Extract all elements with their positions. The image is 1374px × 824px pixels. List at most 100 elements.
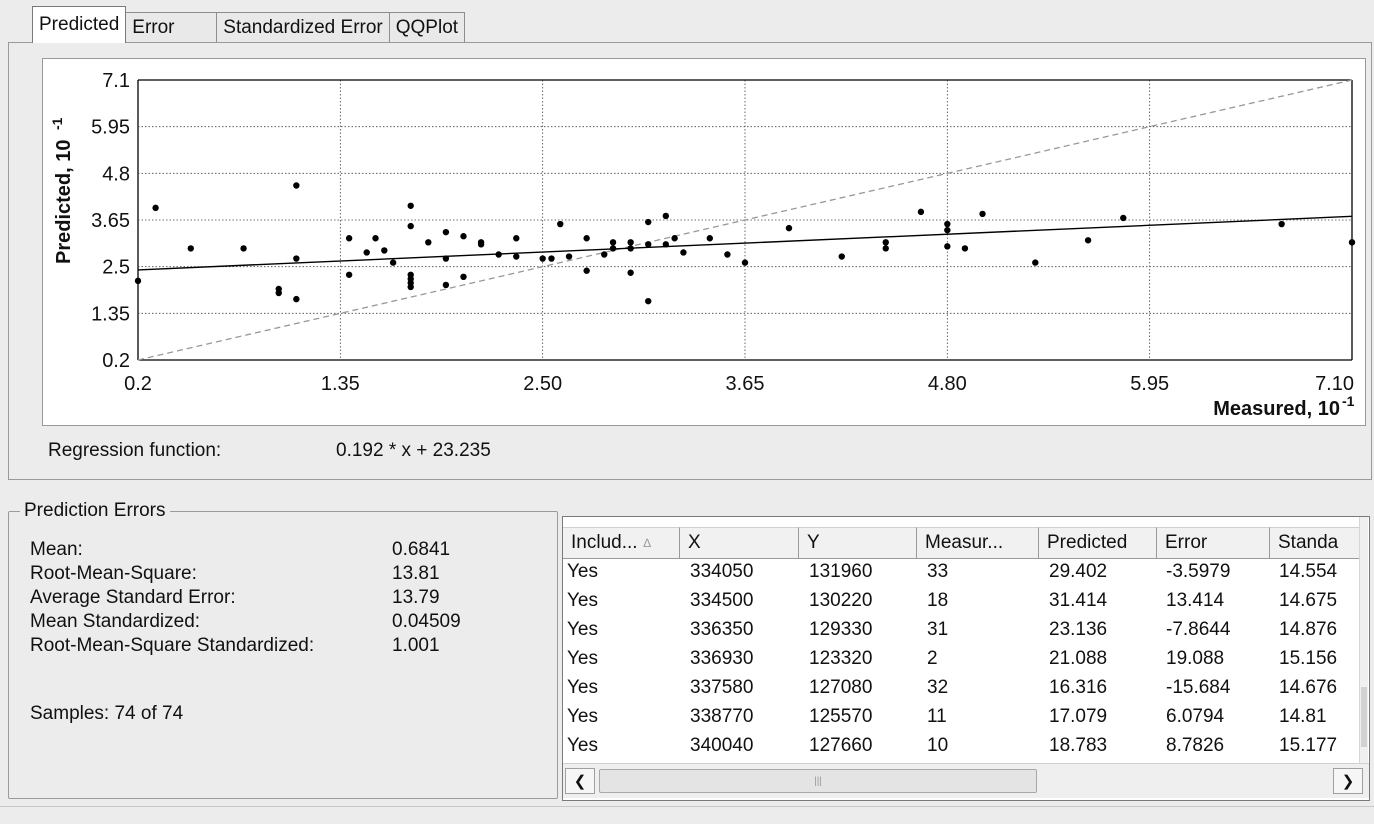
data-point bbox=[425, 239, 432, 246]
data-point bbox=[785, 224, 793, 232]
data-point bbox=[345, 235, 353, 242]
data-point bbox=[460, 273, 467, 281]
table-cell: 125570 bbox=[809, 706, 873, 727]
data-point bbox=[442, 228, 450, 236]
table-cell: 19.088 bbox=[1166, 648, 1225, 669]
stat-label-avg-std-error: Average Standard Error: bbox=[30, 587, 236, 608]
data-point bbox=[293, 182, 300, 189]
plot-area bbox=[42, 58, 1366, 426]
data-point bbox=[460, 233, 467, 240]
data-point bbox=[187, 245, 194, 252]
data-point bbox=[513, 253, 520, 260]
data-point bbox=[407, 283, 414, 291]
table-cell: 10 bbox=[927, 735, 949, 756]
tab-standardized-error[interactable]: Standardized Error bbox=[216, 12, 390, 43]
data-point bbox=[442, 281, 450, 289]
tab-predicted[interactable]: Predicted bbox=[32, 6, 127, 43]
column-header-x[interactable]: X bbox=[680, 527, 799, 559]
x-axis-title: Measured, 10 bbox=[1213, 398, 1340, 420]
x-tick-label: 5.95 bbox=[1130, 373, 1169, 395]
data-point bbox=[645, 241, 652, 248]
data-point bbox=[724, 251, 731, 258]
table-cell: 129330 bbox=[809, 619, 873, 640]
chevron-left-icon[interactable]: ❮ bbox=[565, 768, 595, 794]
data-point bbox=[979, 210, 986, 218]
data-point bbox=[609, 239, 617, 246]
data-point bbox=[557, 220, 564, 228]
data-point bbox=[917, 208, 925, 216]
vertical-scrollbar[interactable] bbox=[1359, 517, 1368, 763]
data-point bbox=[134, 277, 142, 285]
column-header-predicted[interactable]: Predicted bbox=[1039, 527, 1157, 559]
column-header-included[interactable]: Includ... ∆ bbox=[563, 527, 680, 559]
data-point bbox=[645, 218, 652, 226]
data-point bbox=[407, 202, 414, 209]
data-point bbox=[645, 297, 652, 305]
horizontal-scroll-thumb[interactable]: ||| bbox=[599, 769, 1037, 793]
table-cell: -15.684 bbox=[1166, 677, 1231, 698]
tab-error[interactable]: Error bbox=[125, 12, 218, 43]
table-cell: 14.81 bbox=[1279, 706, 1327, 727]
data-table[interactable]: Includ... ∆ X Y Measur... Predicted Error… bbox=[562, 516, 1370, 801]
table-cell: Yes bbox=[567, 735, 598, 756]
data-point bbox=[372, 235, 379, 242]
chevron-right-icon[interactable]: ❯ bbox=[1333, 768, 1363, 794]
table-cell: Yes bbox=[567, 677, 598, 698]
y-axis-title: Predicted, 10 bbox=[53, 139, 75, 264]
column-header-error[interactable]: Error bbox=[1157, 527, 1270, 559]
stat-value-mean-standardized: 0.04509 bbox=[392, 611, 461, 632]
table-cell: 13.414 bbox=[1166, 590, 1225, 611]
x-tick-label: 1.35 bbox=[321, 373, 360, 395]
stat-label-rms: Root-Mean-Square: bbox=[30, 563, 197, 584]
stat-label-rms-standardized: Root-Mean-Square Standardized: bbox=[30, 635, 315, 656]
data-point bbox=[293, 295, 300, 303]
regression-line bbox=[137, 215, 1353, 271]
reference-line bbox=[137, 79, 1353, 361]
table-cell: -7.8644 bbox=[1166, 619, 1231, 640]
horizontal-scrollbar[interactable]: ❮ ||| ❯ bbox=[563, 763, 1369, 798]
table-cell: 17.079 bbox=[1049, 706, 1108, 727]
data-point bbox=[944, 243, 951, 250]
column-header-y[interactable]: Y bbox=[799, 527, 917, 559]
table-cell: 33 bbox=[927, 561, 949, 582]
stat-value-rms: 13.81 bbox=[392, 563, 440, 584]
y-tick-label: 0.2 bbox=[102, 350, 130, 372]
column-header-standard[interactable]: Standa bbox=[1270, 527, 1362, 559]
data-point bbox=[442, 255, 450, 262]
tab-qqplot[interactable]: QQPlot bbox=[388, 12, 466, 43]
y-axis-title-exponent: -1 bbox=[49, 117, 65, 130]
data-point bbox=[662, 212, 670, 220]
x-tick-label: 0.2 bbox=[124, 373, 152, 395]
stat-label-mean-standardized: Mean Standardized: bbox=[30, 611, 201, 632]
column-header-measured[interactable]: Measur... bbox=[917, 527, 1039, 559]
table-cell: 334050 bbox=[690, 561, 754, 582]
table-cell: 21.088 bbox=[1049, 648, 1108, 669]
data-point bbox=[838, 253, 845, 260]
x-axis-title-exponent: -1 bbox=[1342, 393, 1355, 409]
regression-value: 0.192 * x + 23.235 bbox=[336, 440, 491, 461]
table-cell: 18.783 bbox=[1049, 735, 1108, 756]
table-cell: 31 bbox=[927, 619, 949, 640]
data-point bbox=[240, 245, 247, 252]
table-cell: 338770 bbox=[690, 706, 754, 727]
data-point bbox=[882, 245, 889, 252]
x-tick-label: 3.65 bbox=[726, 373, 765, 395]
table-cell: Yes bbox=[567, 619, 598, 640]
x-tick-label: 4.80 bbox=[928, 373, 967, 395]
data-point bbox=[345, 271, 353, 278]
prediction-errors-title: Prediction Errors bbox=[20, 500, 170, 522]
table-cell: Yes bbox=[567, 706, 598, 727]
table-cell: 127660 bbox=[809, 735, 873, 756]
x-tick-label: 2.50 bbox=[523, 373, 562, 395]
data-point bbox=[495, 251, 502, 258]
data-point bbox=[1120, 214, 1127, 222]
data-point bbox=[293, 255, 300, 262]
table-cell: 336350 bbox=[690, 619, 754, 640]
data-point bbox=[706, 235, 714, 242]
table-cell: 130220 bbox=[809, 590, 873, 611]
table-cell: 127080 bbox=[809, 677, 873, 698]
data-point bbox=[609, 245, 617, 252]
vertical-scroll-thumb[interactable] bbox=[1361, 687, 1367, 747]
status-divider bbox=[0, 806, 1374, 807]
table-cell: 123320 bbox=[809, 648, 873, 669]
